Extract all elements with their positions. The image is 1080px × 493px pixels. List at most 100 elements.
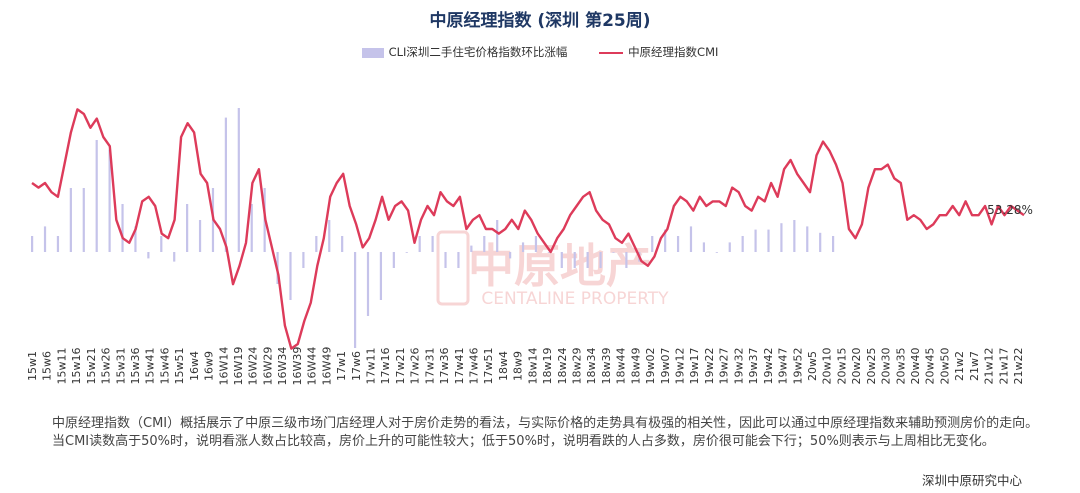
cli-bar [186, 204, 189, 252]
cli-bar [599, 252, 602, 268]
cli-bar [418, 236, 421, 252]
x-tick-label: 17w36 [438, 348, 451, 385]
legend-item-cmi: 中原经理指数CMI [599, 44, 718, 60]
cli-bar [250, 204, 253, 252]
cli-bar [767, 229, 770, 252]
x-tick-label: 19w07 [659, 348, 672, 385]
x-tick-label: 20w10 [821, 348, 834, 385]
cli-bar [625, 252, 628, 268]
cli-bar [328, 220, 331, 252]
chart-source: 深圳中原研究中心 [921, 473, 1022, 488]
x-tick-label: 16W39 [291, 347, 304, 386]
x-tick-label: 16w4 [188, 351, 201, 381]
cli-bar [82, 188, 85, 252]
x-tick-label: 19w37 [747, 348, 760, 385]
watermark-cn: 中原地产 [468, 239, 652, 293]
x-tick-label: 17w46 [467, 348, 480, 385]
cli-bar [793, 220, 796, 252]
cmi-line-layer [31, 108, 1025, 350]
cli-bar [509, 252, 512, 259]
cli-bar [56, 236, 60, 252]
x-tick-label: 15w16 [70, 348, 83, 385]
legend: CLI深圳二手住宅价格指数环比涨幅 中原经理指数CMI [0, 44, 1080, 60]
cli-bars [31, 108, 835, 348]
x-axis-ticks: 15w1 15w6 15w11 15w16 15w21 15w26 15w31 15w36 15… [26, 347, 1025, 386]
x-tick-label: 15w6 [41, 351, 54, 381]
x-tick-label: 19w12 [674, 348, 687, 385]
cli-bar [160, 236, 163, 252]
x-tick-label: 15w11 [55, 348, 68, 385]
cli-bar [806, 226, 809, 252]
cmi-line [31, 108, 1025, 350]
x-tick-label: 17w11 [364, 348, 377, 385]
cli-bar [780, 223, 783, 252]
x-tick-label: 18w14 [526, 348, 539, 385]
x-tick-label: 16W49 [320, 347, 333, 386]
cli-bar [289, 252, 292, 300]
x-tick-label: 16w9 [203, 351, 216, 381]
x-tick-label: 20w45 [924, 348, 937, 385]
x-tick-label: 15w1 [26, 351, 39, 381]
x-tick-label: 19w42 [762, 348, 775, 385]
x-tick-label: 20w30 [880, 348, 893, 385]
x-tick-label: 20w40 [909, 348, 922, 385]
cli-bar [108, 149, 111, 252]
cli-bar [521, 242, 525, 252]
x-tick-label: 17w41 [453, 348, 466, 385]
x-tick-label: 16W24 [247, 347, 260, 386]
x-tick-label: 16W29 [261, 347, 274, 386]
cli-bar [573, 252, 576, 268]
cli-bar [379, 252, 383, 300]
cli-bar [676, 236, 680, 252]
cli-bar [832, 236, 835, 252]
cli-bar [483, 236, 486, 252]
cli-bar [121, 204, 124, 252]
cli-bar [754, 229, 757, 252]
cli-bar [237, 108, 240, 252]
cli-bar [95, 140, 98, 252]
x-tick-label: 15w51 [173, 348, 186, 385]
x-tick-label: 20w15 [835, 348, 848, 385]
x-tick-label: 17w6 [350, 351, 363, 381]
cli-bar [586, 252, 589, 268]
x-tick-label: 21w22 [1012, 348, 1025, 385]
cli-bar [664, 229, 667, 252]
x-tick-label: 21w2 [953, 351, 966, 381]
cli-bar [819, 232, 822, 252]
cli-bar [741, 236, 744, 252]
cli-bar [715, 252, 718, 253]
watermark-en: CENTALINE PROPERTY [481, 289, 669, 309]
x-tick-label: 17w26 [409, 348, 422, 385]
cli-bar [341, 236, 344, 252]
x-tick-label: 18w24 [556, 348, 569, 385]
x-tick-label: 19w32 [732, 348, 745, 385]
x-tick-label: 19w27 [718, 348, 731, 385]
cli-bar [224, 117, 227, 252]
x-tick-label: 19w47 [777, 348, 790, 385]
legend-swatch-line [599, 51, 624, 54]
cli-bar [392, 252, 395, 268]
legend-label-cli: CLI深圳二手住宅价格指数环比涨幅 [388, 45, 568, 59]
cli-bar [315, 236, 318, 252]
x-tick-label: 15w21 [85, 348, 98, 385]
x-tick-label: 18w39 [600, 348, 613, 385]
cli-bar [702, 242, 706, 252]
x-tick-label: 15w26 [100, 348, 113, 385]
x-tick-label: 20w5 [806, 351, 819, 381]
cli-bar [69, 188, 72, 252]
cli-bar [173, 252, 176, 262]
x-tick-label: 17w51 [482, 348, 495, 385]
cli-bar [147, 252, 150, 259]
legend-item-cli: CLI深圳二手住宅价格指数环比涨幅 [361, 44, 568, 60]
cli-bar [444, 252, 447, 268]
chart-title: 中原经理指数 (深圳 第25周) [429, 11, 651, 31]
legend-label-cmi: 中原经理指数CMI [628, 45, 719, 59]
cli-bar [43, 226, 47, 252]
x-tick-label: 18w44 [615, 348, 628, 385]
x-tick-label: 21w17 [997, 348, 1010, 385]
watermark-seal [436, 230, 470, 306]
cli-bar [198, 220, 202, 252]
x-tick-label: 20w25 [865, 348, 878, 385]
x-tick-label: 21w12 [983, 348, 996, 385]
x-tick-label: 18w9 [512, 351, 525, 381]
